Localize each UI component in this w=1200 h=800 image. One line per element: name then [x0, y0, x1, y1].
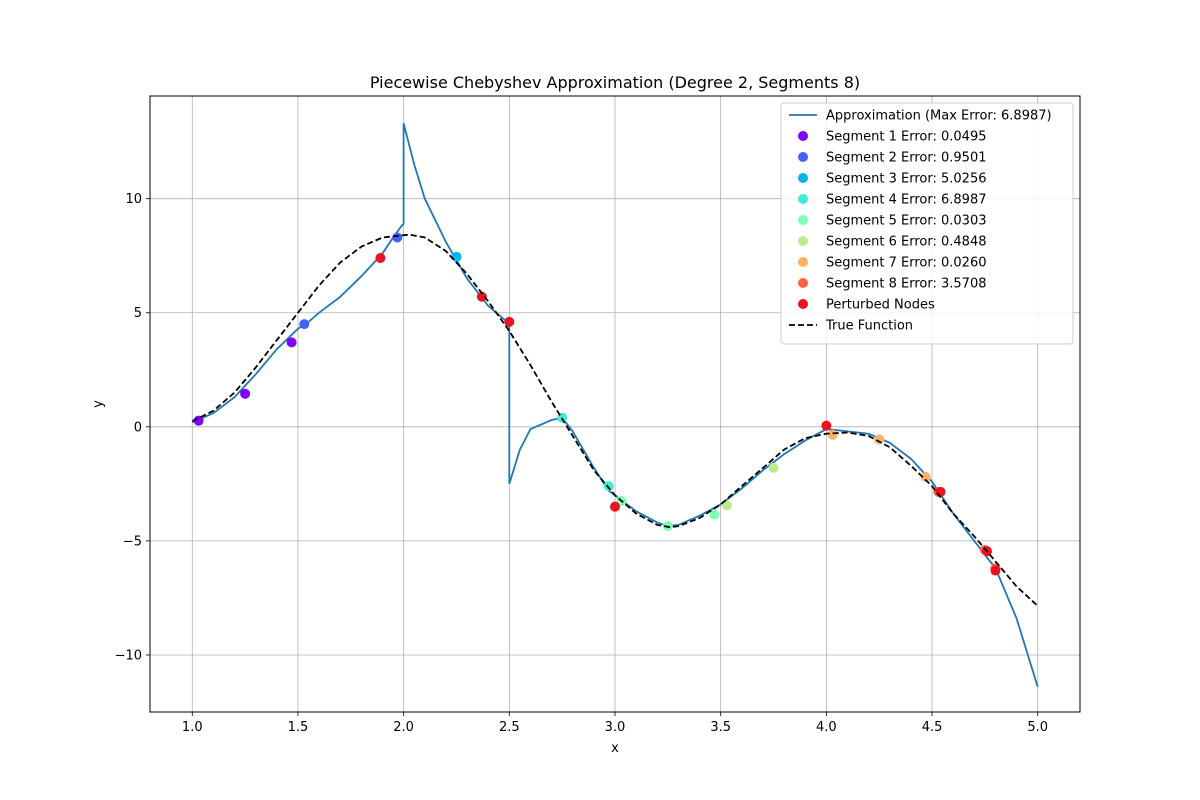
x-tick-label: 1.0	[182, 720, 203, 735]
segment-1-point	[286, 337, 297, 348]
y-axis-label: y	[91, 400, 106, 408]
legend-swatch-point	[798, 131, 808, 141]
segment-2-point	[392, 232, 403, 243]
x-tick-label: 2.5	[499, 720, 520, 735]
perturbed-node-point	[990, 565, 1001, 576]
x-tick-label: 3.0	[605, 720, 626, 735]
data-layer	[191, 123, 1039, 688]
legend-swatch-point	[798, 215, 808, 225]
segment-3-point	[451, 251, 462, 262]
legend-label: Approximation (Max Error: 6.8987)	[826, 109, 1052, 124]
segment-7-point	[827, 429, 838, 440]
segment-7-point	[874, 434, 885, 445]
perturbed-node-point	[375, 252, 386, 263]
segment-4-point	[603, 481, 614, 492]
x-axis-label: x	[611, 741, 619, 756]
legend-swatch-point	[798, 194, 808, 204]
segment-2-point	[299, 319, 310, 330]
x-tick-label: 2.0	[393, 720, 414, 735]
y-tick-label: 5	[134, 306, 142, 321]
perturbed-node-point	[476, 291, 487, 302]
legend-swatch-point	[798, 236, 808, 246]
segment-6-point	[768, 462, 779, 473]
chart-title: Piecewise Chebyshev Approximation (Degre…	[370, 73, 860, 92]
x-tick-label: 1.5	[288, 720, 309, 735]
tick-layer: 1.0 1.5 2.0 2.5 3.0 3.5 4.0 4.5 5.0 −10 −5 0 5 10	[115, 192, 1049, 735]
x-tick-label: 3.5	[710, 720, 731, 735]
segment-6-point	[722, 500, 733, 511]
y-tick-label: 10	[125, 192, 142, 207]
x-tick-label: 4.5	[922, 720, 943, 735]
approximation-line	[191, 123, 1039, 688]
legend: Approximation (Max Error: 6.8987) Segment…	[780, 102, 1074, 345]
y-tick-label: −5	[123, 534, 142, 549]
legend-label: Segment 6 Error: 0.4848	[826, 235, 987, 250]
legend-label: Segment 7 Error: 0.0260	[826, 256, 987, 271]
perturbed-node-point	[610, 501, 620, 512]
legend-swatch-point	[798, 257, 808, 267]
legend-swatch-point	[798, 278, 808, 288]
y-tick-label: 0	[134, 420, 142, 435]
segment-7-point	[920, 472, 931, 483]
legend-swatch-point	[798, 299, 808, 309]
legend-label: True Function	[825, 319, 913, 334]
segment-1-point	[193, 415, 204, 426]
legend-label: Segment 3 Error: 5.0256	[826, 172, 987, 187]
x-tick-label: 5.0	[1027, 720, 1048, 735]
legend-label: Segment 2 Error: 0.9501	[826, 151, 987, 166]
perturbed-node-point	[504, 316, 515, 327]
legend-swatch-point	[798, 173, 808, 183]
true-function-line	[191, 233, 1039, 607]
legend-label: Perturbed Nodes	[826, 298, 935, 313]
segment-5-point	[709, 509, 720, 520]
y-tick-label: −10	[115, 648, 142, 663]
legend-box	[780, 102, 1074, 345]
x-tick-label: 4.0	[816, 720, 837, 735]
legend-label: Segment 1 Error: 0.0495	[826, 130, 987, 145]
perturbed-node-point	[821, 420, 832, 431]
perturbed-node-point	[935, 486, 946, 497]
legend-swatch-point	[798, 152, 808, 162]
legend-label: Segment 5 Error: 0.0303	[826, 214, 987, 229]
legend-label: Segment 8 Error: 3.5708	[826, 277, 987, 292]
segment-1-point	[240, 388, 251, 399]
legend-label: Segment 4 Error: 6.8987	[826, 193, 987, 208]
